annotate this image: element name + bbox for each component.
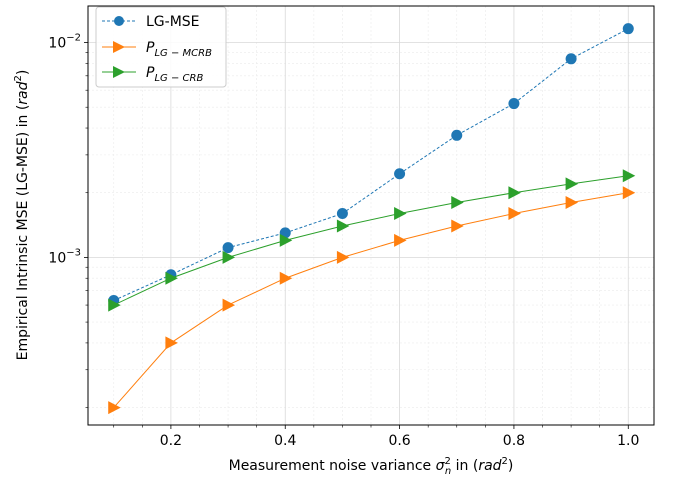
x-tick-label: 0.4	[274, 433, 296, 449]
data-point-p-lg-mcrb	[108, 401, 121, 415]
x-tick-label: 0.6	[388, 433, 410, 449]
series-line-lg-mse	[113, 28, 629, 301]
legend-marker-p-lg-mcrb	[113, 41, 125, 53]
x-tick-label: 0.8	[503, 433, 525, 449]
legend-box	[95, 6, 227, 88]
data-point-p-lg-crb	[394, 207, 407, 221]
y-tick-label: 10−2	[48, 33, 81, 52]
legend-label-p-lg-crb: PLG − CRB	[146, 65, 203, 84]
data-point-p-lg-crb	[222, 250, 236, 264]
data-point-p-lg-crb	[508, 186, 521, 200]
data-point-p-lg-crb	[165, 271, 178, 285]
data-point-lg-mse	[622, 23, 634, 35]
legend-label-p-lg-mcrb: PLG − MCRB	[146, 40, 212, 59]
data-point-lg-mse	[394, 168, 406, 180]
data-point-lg-mse	[451, 129, 463, 141]
legend-label-lg-mse: LG-MSE	[146, 14, 200, 30]
data-point-p-lg-crb	[108, 298, 121, 312]
y-axis-label: Empirical Intrinsic MSE (LG-MSE) in (rad…	[13, 70, 31, 361]
data-point-p-lg-mcrb	[622, 186, 636, 200]
data-point-p-lg-mcrb	[222, 298, 236, 312]
legend-marker-lg-mse	[114, 16, 124, 26]
y-tick-label: 10−3	[48, 247, 81, 266]
data-point-lg-mse	[508, 98, 520, 110]
y-axis: 10−3 10−2	[48, 33, 88, 408]
x-axis-label: Measurement noise variance σ2 n in (rad2)	[229, 456, 514, 477]
legend: LG-MSE PLG − MCRB PLG − CRB	[95, 6, 227, 88]
data-point-lg-mse	[565, 53, 577, 65]
data-point-lg-mse	[222, 242, 234, 254]
legend-item-p-lg-mcrb: PLG − MCRB	[102, 40, 212, 59]
legend-item-p-lg-crb: PLG − CRB	[102, 65, 203, 84]
data-point-p-lg-mcrb	[394, 233, 407, 247]
data-point-p-lg-crb	[279, 233, 293, 247]
x-tick-label: 0.2	[160, 433, 182, 449]
data-point-p-lg-mcrb	[508, 207, 521, 221]
data-point-p-lg-crb	[451, 196, 464, 210]
data-point-p-lg-mcrb	[451, 219, 464, 233]
data-point-p-lg-crb	[336, 219, 350, 233]
data-point-p-lg-mcrb	[165, 336, 178, 350]
data-point-p-lg-mcrb	[336, 250, 350, 264]
series-p-lg-mcrb	[108, 186, 636, 415]
legend-item-lg-mse: LG-MSE	[102, 14, 200, 30]
data-point-p-lg-crb	[565, 177, 579, 191]
data-point-lg-mse	[336, 208, 348, 220]
series-p-lg-crb	[108, 169, 636, 312]
data-point-p-lg-mcrb	[565, 196, 579, 210]
legend-marker-p-lg-crb	[113, 66, 125, 78]
data-point-p-lg-crb	[622, 169, 636, 183]
data-point-p-lg-mcrb	[279, 271, 293, 285]
x-axis: 0.2 0.4 0.6 0.8 1.0	[113, 425, 639, 449]
series-line-p-lg-crb	[113, 175, 629, 306]
x-tick-label: 1.0	[617, 433, 639, 449]
series-layer	[108, 23, 636, 415]
series-line-p-lg-mcrb	[113, 192, 629, 408]
